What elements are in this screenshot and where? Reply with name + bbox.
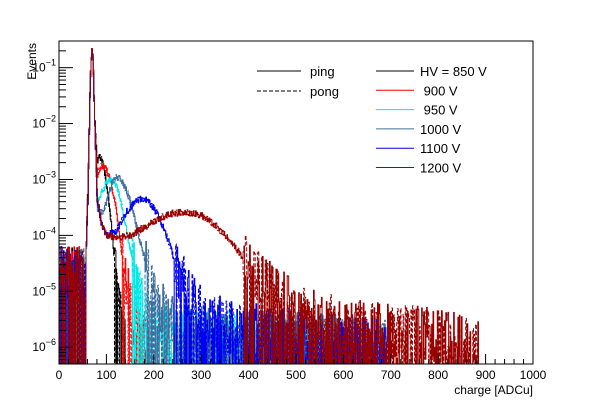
x-tick-label: 100 — [96, 368, 116, 382]
x-tick-label: 400 — [239, 368, 259, 382]
plot-area — [59, 48, 479, 364]
legend-label-2: 900 V — [420, 83, 458, 98]
x-tick-label: 0 — [56, 368, 63, 382]
series-legend: HV = 850 V 900 V 950 V 1000 V 1100 V 1200 V — [376, 64, 487, 176]
series-5-pong-line — [59, 53, 384, 364]
x-tick-label: 500 — [286, 368, 306, 382]
y-tick-label: 10−6 — [32, 337, 56, 354]
legend-label-1: HV = 850 V — [420, 64, 487, 79]
series-6-pong-line — [59, 49, 479, 364]
legend-label-4: 1000 V — [420, 122, 462, 137]
x-tick-label: 200 — [144, 368, 164, 382]
style-legend-label-ping: ping — [310, 64, 335, 79]
y-tick-label: 10−4 — [32, 225, 56, 242]
y-axis: 10−1 10−2 10−3 10−4 10−5 10−6 — [32, 50, 73, 365]
series-6 — [59, 48, 479, 364]
x-tick-label: 300 — [191, 368, 211, 382]
x-axis: 0 100 200 300 400 500 600 700 800 900 1000 — [56, 354, 547, 382]
legend-label-6: 1200 V — [420, 161, 462, 176]
style-legend-label-pong: pong — [310, 84, 339, 99]
x-tick-label: 1000 — [520, 368, 547, 382]
y-tick-label: 10−1 — [32, 58, 56, 75]
style-legend: ping pong — [257, 64, 339, 99]
x-tick-label: 700 — [381, 368, 401, 382]
x-tick-label: 600 — [333, 368, 353, 382]
legend-label-3: 950 V — [420, 103, 458, 118]
y-axis-label: Events — [25, 43, 39, 80]
y-tick-label: 10−5 — [32, 281, 56, 298]
y-tick-label: 10−3 — [32, 169, 56, 186]
x-tick-label: 900 — [476, 368, 496, 382]
x-tick-label: 800 — [428, 368, 448, 382]
y-tick-label: 10−2 — [32, 114, 56, 131]
x-axis-label: charge [ADCu] — [454, 383, 533, 397]
legend-label-5: 1100 V — [420, 141, 461, 156]
